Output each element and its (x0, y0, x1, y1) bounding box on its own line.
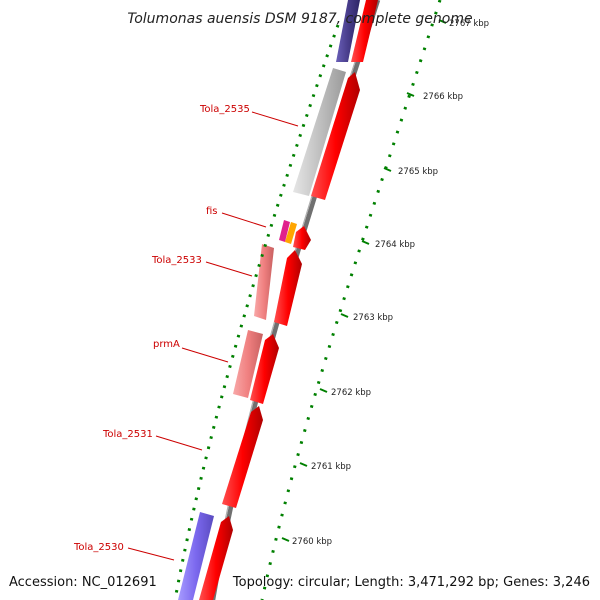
kbp-label-2767: 2767 kbp (449, 19, 489, 29)
gene-label-tola-2531: Tola_2531 (102, 429, 153, 440)
cds-arrow-3 (293, 226, 311, 250)
gene-block-prma (233, 330, 263, 398)
gene-block-tola-2530 (178, 512, 214, 600)
kbp-label-2761: 2761 kbp (311, 462, 351, 472)
accession-label: Accession: NC_012691 (9, 575, 157, 590)
kbp-label-2764: 2764 kbp (375, 240, 415, 250)
gene-label-tola-2530: Tola_2530 (73, 542, 124, 553)
gene-block-fis (279, 220, 290, 242)
gene-label-prma: prmA (153, 339, 180, 350)
gene-leaders (127, 111, 299, 561)
cds-arrow-4 (274, 250, 302, 326)
gene-label-tola-2535: Tola_2535 (199, 104, 250, 115)
gene-labels: Tola_2535 fis Tola_2533 prmA Tola_2531 T… (73, 104, 250, 553)
gene-block-tola-2533 (254, 244, 274, 320)
kbp-label-2760: 2760 kbp (292, 537, 332, 547)
inner-tick-track (260, 0, 442, 600)
cds-arrow-2 (311, 72, 360, 200)
cds-arrow-5 (250, 334, 279, 404)
map-title: Tolumonas auensis DSM 9187, complete gen… (127, 11, 472, 27)
cds-features (199, 0, 378, 600)
upper-strand-features (178, 0, 360, 600)
cds-arrow-1 (351, 0, 378, 62)
kbp-labels: 2767 kbp 2766 kbp 2765 kbp 2764 kbp 2763… (292, 19, 489, 547)
kbp-label-2766: 2766 kbp (423, 92, 463, 102)
kbp-label-2763: 2763 kbp (353, 313, 393, 323)
gene-label-tola-2533: Tola_2533 (151, 255, 202, 266)
gene-block-navy (336, 0, 360, 62)
cds-arrow-7 (199, 516, 233, 600)
topology-label: Topology: circular; Length: 3,471,292 bp… (232, 575, 590, 590)
gene-block-fis-orange (285, 222, 297, 244)
gene-label-fis: fis (206, 206, 218, 217)
kbp-label-2762: 2762 kbp (331, 388, 371, 398)
gene-block-tola-2535 (293, 68, 346, 196)
kbp-label-2765: 2765 kbp (398, 167, 438, 177)
kbp-tick-marks (281, 19, 447, 542)
cds-arrow-6 (222, 406, 263, 508)
